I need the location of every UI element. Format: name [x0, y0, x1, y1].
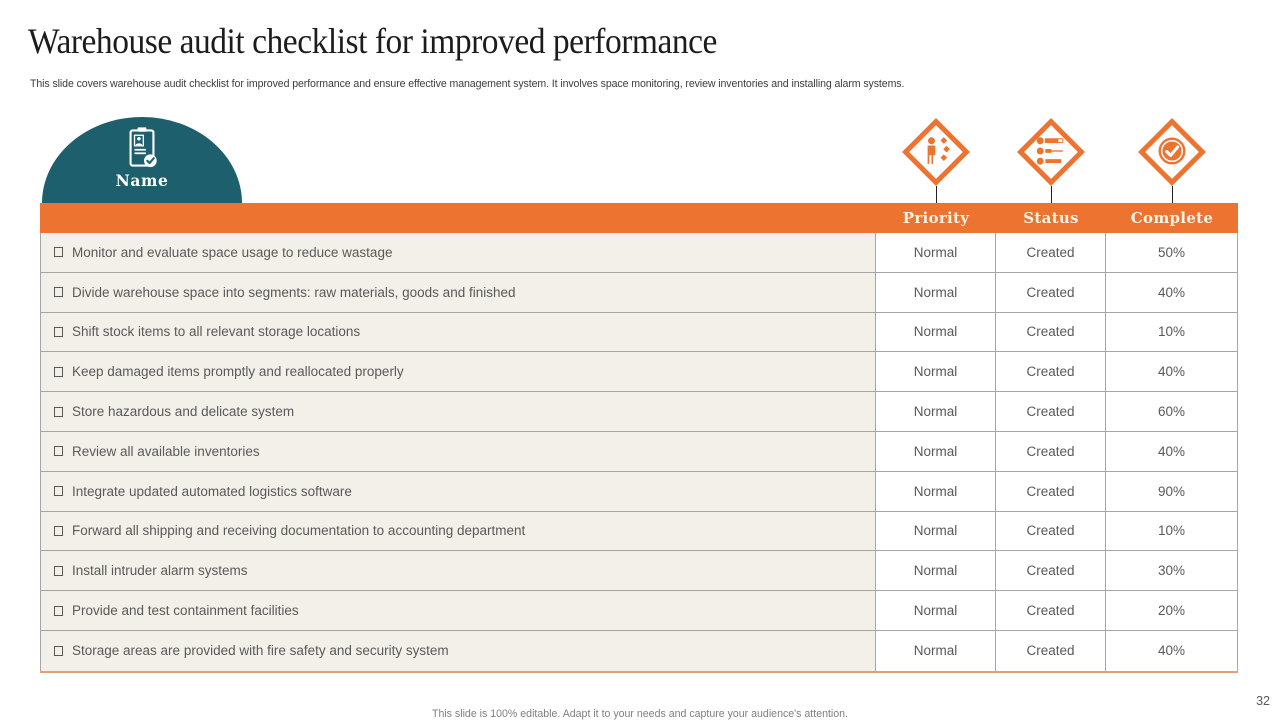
task-cell: Integrate updated automated logistics so…: [40, 471, 876, 511]
task-cell: Monitor and evaluate space usage to redu…: [40, 233, 876, 272]
complete-cell: 50%: [1106, 233, 1238, 272]
task-cell-text: Provide and test containment facilities: [72, 603, 299, 619]
complete-stem-line: [1172, 186, 1173, 203]
table-row: Divide warehouse space into segments: ra…: [40, 272, 1238, 313]
task-cell: Install intruder alarm systems: [40, 551, 876, 591]
checkbox-icon: [54, 406, 63, 417]
status-cell: Created: [996, 471, 1106, 511]
table-row: Monitor and evaluate space usage to redu…: [40, 233, 1238, 273]
priority-cell: Normal: [876, 312, 996, 352]
table-row: Keep damaged items promptly and realloca…: [40, 352, 1238, 393]
checkbox-icon: [54, 645, 63, 656]
complete-cell: 60%: [1106, 392, 1238, 431]
check-circle-diamond-icon: [1158, 137, 1186, 165]
complete-column-header: Complete: [1130, 209, 1214, 227]
progress-list-diamond-icon: [1036, 137, 1064, 165]
complete-cell: 20%: [1106, 591, 1238, 630]
priority-cell: Normal: [876, 272, 996, 312]
priority-cell: Normal: [876, 551, 996, 591]
complete-cell: 40%: [1106, 630, 1238, 671]
checklist-table-body: Monitor and evaluate space usage to redu…: [40, 233, 1238, 673]
priority-cell: Normal: [876, 471, 996, 511]
complete-cell: 30%: [1106, 551, 1238, 591]
task-cell: Forward all shipping and receiving docum…: [40, 511, 876, 551]
status-cell: Created: [996, 431, 1106, 471]
task-cell-text: Keep damaged items promptly and realloca…: [72, 364, 404, 380]
complete-diamond: [1137, 117, 1207, 187]
complete-cell: 90%: [1106, 471, 1238, 511]
priority-cell: Normal: [876, 591, 996, 630]
table-header-bar: Priority Status Complete: [40, 203, 1238, 233]
page-title: Warehouse audit checklist for improved p…: [28, 21, 717, 61]
task-cell: Keep damaged items promptly and realloca…: [40, 352, 876, 392]
status-stem-line: [1051, 186, 1052, 203]
status-cell: Created: [996, 272, 1106, 312]
checkbox-icon: [54, 486, 63, 497]
clipboard-person-check-icon: [129, 127, 157, 168]
checkbox-icon: [54, 287, 63, 298]
task-cell-text: Monitor and evaluate space usage to redu…: [72, 244, 393, 260]
task-cell-text: Store hazardous and delicate system: [72, 404, 295, 420]
task-cell-text: Shift stock items to all relevant storag…: [72, 324, 361, 340]
complete-cell: 10%: [1106, 511, 1238, 551]
status-cell: Created: [996, 312, 1106, 352]
table-row: Provide and test containment facilities …: [40, 591, 1238, 631]
complete-cell: 40%: [1106, 352, 1238, 392]
priority-cell: Normal: [876, 233, 996, 272]
task-cell: Divide warehouse space into segments: ra…: [40, 272, 876, 312]
task-cell: Store hazardous and delicate system: [40, 392, 876, 431]
task-cell: Review all available inventories: [40, 431, 876, 471]
checkbox-icon: [54, 326, 63, 337]
complete-cell: 40%: [1106, 272, 1238, 312]
status-cell: Created: [996, 591, 1106, 630]
status-cell: Created: [996, 511, 1106, 551]
priority-diamond: [901, 117, 971, 187]
task-cell: Shift stock items to all relevant storag…: [40, 312, 876, 352]
checkbox-icon: [54, 565, 63, 576]
name-column-label: Name: [115, 171, 169, 190]
name-header-dome: Name: [42, 117, 242, 203]
status-cell: Created: [996, 630, 1106, 671]
slide-subtitle: This slide covers warehouse audit checkl…: [30, 78, 905, 90]
task-cell-text: Install intruder alarm systems: [72, 563, 248, 579]
status-cell: Created: [996, 233, 1106, 272]
task-cell-text: Divide warehouse space into segments: ra…: [72, 284, 516, 300]
page-number: 32: [1256, 694, 1270, 708]
complete-cell: 10%: [1106, 312, 1238, 352]
footer-note: This slide is 100% editable. Adapt it to…: [431, 707, 849, 720]
priority-cell: Normal: [876, 511, 996, 551]
table-row: Forward all shipping and receiving docum…: [40, 511, 1238, 552]
checkbox-icon: [54, 605, 63, 616]
task-cell-text: Storage areas are provided with fire saf…: [72, 643, 449, 659]
priority-cell: Normal: [876, 392, 996, 431]
checkbox-icon: [54, 366, 63, 377]
table-row: Install intruder alarm systems Normal Cr…: [40, 551, 1238, 592]
task-cell-text: Integrate updated automated logistics so…: [72, 483, 352, 499]
priority-cell: Normal: [876, 431, 996, 471]
checkbox-icon: [54, 446, 63, 457]
table-row: Review all available inventories Normal …: [40, 431, 1238, 472]
status-column-header: Status: [1023, 209, 1079, 227]
checkbox-icon: [54, 247, 63, 258]
priority-column-header: Priority: [902, 209, 970, 227]
table-row: Store hazardous and delicate system Norm…: [40, 392, 1238, 432]
status-diamond: [1016, 117, 1086, 187]
table-row: Storage areas are provided with fire saf…: [40, 630, 1238, 671]
task-cell-text: Review all available inventories: [72, 443, 260, 459]
table-row: Shift stock items to all relevant storag…: [40, 312, 1238, 353]
priority-cell: Normal: [876, 352, 996, 392]
person-options-diamond-icon: [927, 137, 950, 164]
task-cell: Provide and test containment facilities: [40, 591, 876, 630]
table-row: Integrate updated automated logistics so…: [40, 471, 1238, 512]
priority-stem-line: [936, 186, 937, 203]
status-cell: Created: [996, 352, 1106, 392]
checkbox-icon: [54, 525, 63, 536]
task-cell: Storage areas are provided with fire saf…: [40, 630, 876, 671]
status-cell: Created: [996, 392, 1106, 431]
task-cell-text: Forward all shipping and receiving docum…: [72, 523, 526, 539]
priority-cell: Normal: [876, 630, 996, 671]
complete-cell: 40%: [1106, 431, 1238, 471]
status-cell: Created: [996, 551, 1106, 591]
